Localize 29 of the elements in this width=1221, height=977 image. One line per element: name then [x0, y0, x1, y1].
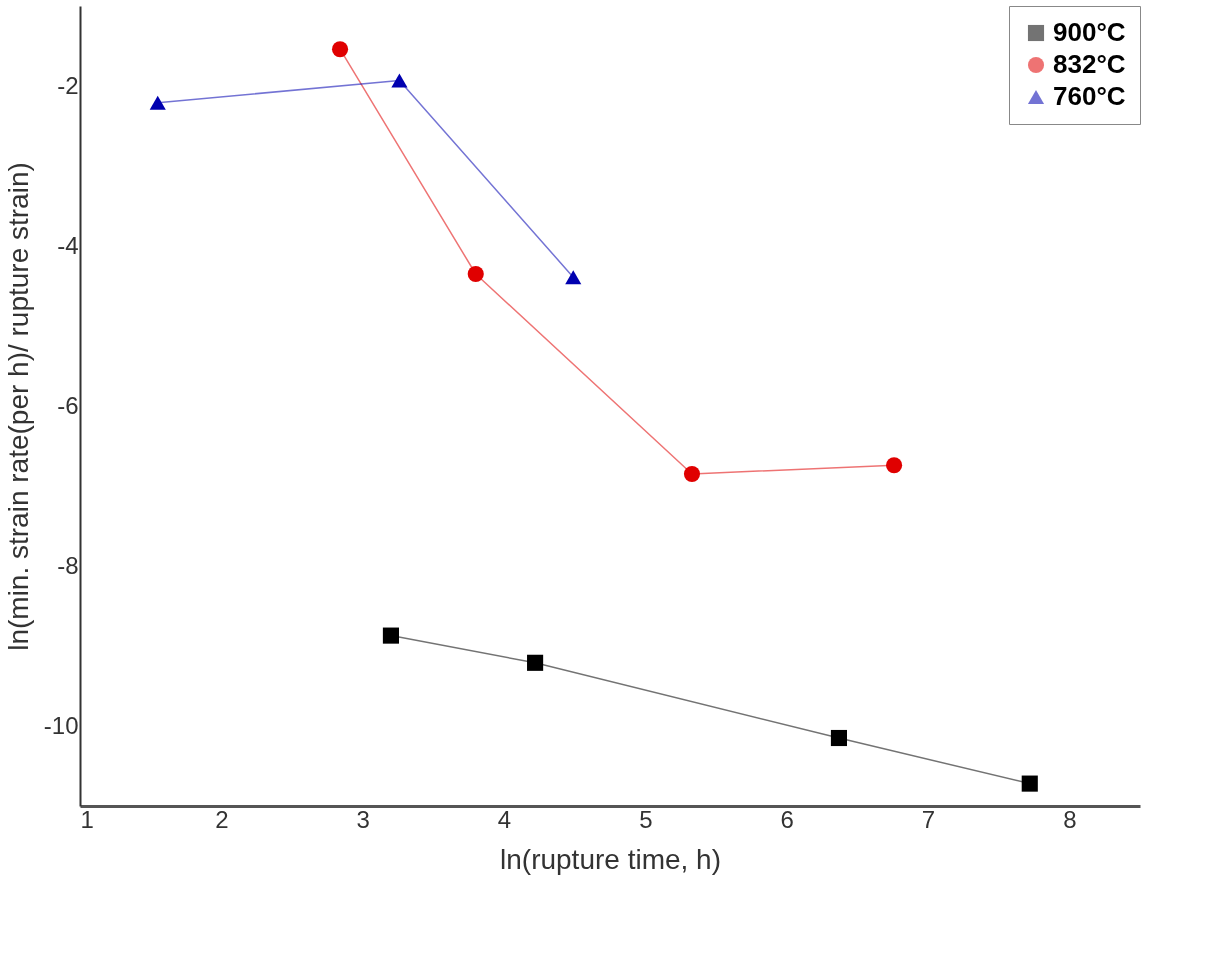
point [565, 270, 582, 285]
point [527, 654, 544, 671]
legend-label: 900°C [1053, 17, 1126, 47]
y-tick-label: -6 [57, 391, 79, 419]
point [391, 73, 408, 88]
y-tick-label: -10 [43, 711, 79, 739]
point [382, 627, 399, 644]
x-tick-label: 8 [1063, 805, 1077, 833]
point [830, 729, 848, 747]
x-tick-label: 5 [639, 805, 653, 833]
x-axis-title: ln(rupture time, h) [500, 843, 721, 875]
y-tick-label: -8 [57, 551, 79, 579]
x-tick-label: 7 [921, 805, 936, 833]
point [467, 265, 484, 283]
legend-label: 760°C [1053, 81, 1126, 111]
y-tick-label: -2 [57, 71, 79, 99]
x-tick-label: 4 [497, 805, 512, 833]
x-tick-label: 2 [215, 805, 229, 833]
x-tick-label: 3 [356, 805, 370, 833]
x-tick-label: 6 [780, 805, 794, 833]
legend-label: 832°C [1053, 49, 1126, 79]
point [886, 457, 903, 474]
y-axis-title: ln(min. strain rate(per h)/ rupture strain) [2, 162, 34, 651]
point [1021, 775, 1038, 792]
point [331, 41, 349, 58]
y-tick-label: -4 [57, 231, 79, 259]
point [683, 465, 701, 483]
x-tick-label: 1 [80, 805, 94, 833]
point [149, 95, 166, 110]
